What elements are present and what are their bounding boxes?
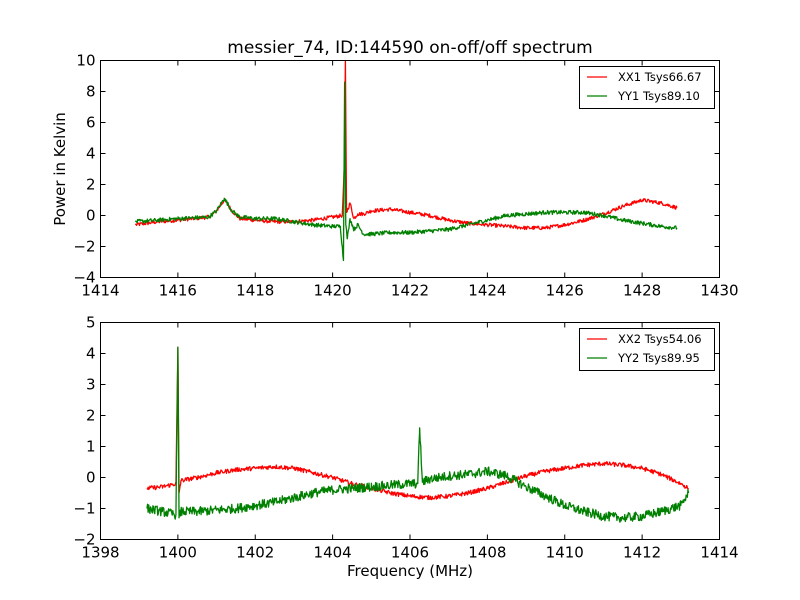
x-tick-label: 1402 bbox=[236, 544, 274, 562]
x-tick-label: 1406 bbox=[391, 544, 429, 562]
y-tick-label: 0 bbox=[86, 207, 96, 225]
y-tick-label: −2 bbox=[73, 531, 95, 549]
legend-label-yy1: YY1 Tsys89.10 bbox=[617, 89, 700, 103]
x-tick-label: 1400 bbox=[159, 544, 197, 562]
x-tick-label: 1426 bbox=[546, 282, 584, 300]
top-legend: XX1 Tsys66.67 YY1 Tsys89.10 bbox=[579, 66, 715, 109]
x-tick-label: 1414 bbox=[700, 544, 738, 562]
y-tick-label: 2 bbox=[86, 176, 96, 194]
bottom-ticks: 1398 1400 1402 1404 1406 1408 1410 1412 1414−2−1… bbox=[73, 314, 738, 562]
top-subplot: messier_74, ID:144590 on-off/off spectru… bbox=[51, 38, 739, 300]
y-tick-label: 0 bbox=[86, 469, 96, 487]
y-tick-label: 3 bbox=[86, 376, 96, 394]
x-tick-label: 1412 bbox=[623, 544, 661, 562]
y-tick-label: 8 bbox=[86, 83, 96, 101]
bottom-legend: XX2 Tsys54.06 YY2 Tsys89.95 bbox=[579, 328, 715, 371]
x-tick-label: 1424 bbox=[468, 282, 506, 300]
bottom-subplot: Frequency (MHz) 1398 1400 1402 1404 1406 1408… bbox=[73, 314, 738, 581]
y-axis-label: Power in Kelvin bbox=[51, 112, 69, 226]
x-tick-label: 1398 bbox=[81, 544, 119, 562]
x-tick-label: 1414 bbox=[81, 282, 119, 300]
x-tick-label: 1410 bbox=[546, 544, 584, 562]
x-tick-label: 1422 bbox=[391, 282, 429, 300]
x-tick-label: 1430 bbox=[700, 282, 738, 300]
series-line-yy2 bbox=[146, 346, 690, 523]
y-tick-label: 4 bbox=[86, 145, 96, 163]
x-tick-label: 1416 bbox=[159, 282, 197, 300]
y-tick-label: −1 bbox=[73, 500, 95, 518]
series-line-xx2 bbox=[146, 346, 690, 501]
x-tick-label: 1428 bbox=[623, 282, 661, 300]
legend-box bbox=[579, 328, 715, 371]
x-tick-label: 1418 bbox=[236, 282, 274, 300]
chart-title: messier_74, ID:144590 on-off/off spectru… bbox=[227, 38, 592, 58]
series-line-yy1 bbox=[134, 81, 678, 262]
top-series-lines bbox=[134, 59, 678, 262]
y-tick-label: −4 bbox=[73, 269, 95, 287]
y-tick-label: 1 bbox=[86, 438, 96, 456]
x-tick-label: 1420 bbox=[314, 282, 352, 300]
x-axis-label: Frequency (MHz) bbox=[347, 562, 473, 580]
bottom-series-lines bbox=[146, 346, 690, 523]
legend-label-xx1: XX1 Tsys66.67 bbox=[618, 70, 702, 84]
y-tick-label: 10 bbox=[76, 52, 95, 70]
y-tick-label: −2 bbox=[73, 238, 95, 256]
legend-label-yy2: YY2 Tsys89.95 bbox=[617, 351, 700, 365]
y-tick-label: 2 bbox=[86, 407, 96, 425]
y-tick-label: 4 bbox=[86, 345, 96, 363]
legend-box bbox=[579, 66, 715, 109]
y-tick-label: 6 bbox=[86, 114, 96, 132]
legend-label-xx2: XX2 Tsys54.06 bbox=[618, 332, 702, 346]
x-tick-label: 1404 bbox=[314, 544, 352, 562]
top-ticks: 1414 1416 1418 1420 1422 1424 1426 1428 1430 −4 −2… bbox=[73, 52, 738, 300]
x-tick-label: 1408 bbox=[468, 544, 506, 562]
y-tick-label: 5 bbox=[86, 314, 96, 332]
